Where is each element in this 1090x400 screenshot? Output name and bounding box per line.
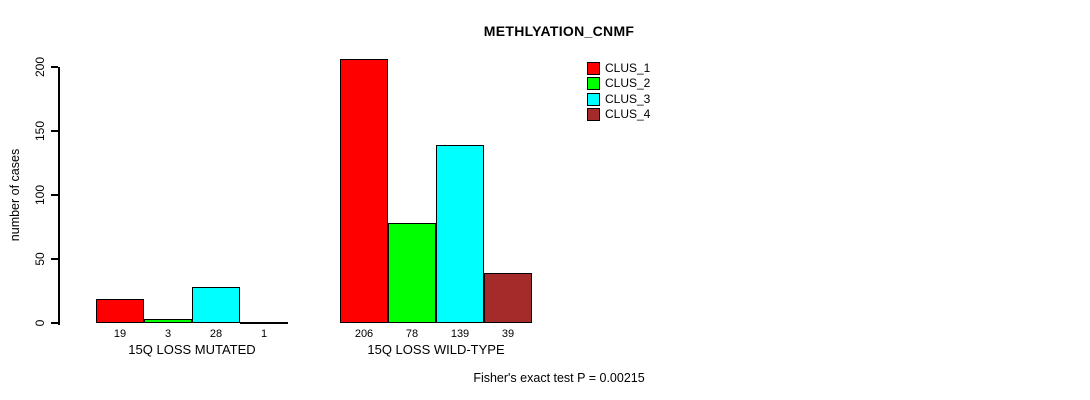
y-tick-label: 200 [33,56,47,78]
category-label: 15Q LOSS MUTATED [128,342,256,357]
y-axis-label: number of cases [8,148,22,242]
y-axis-tick [51,258,58,260]
bar-clus_1 [340,59,388,323]
legend-label: CLUS_2 [605,76,651,91]
legend-swatch-clus_2 [587,77,600,91]
bar-clus_2 [388,223,436,323]
legend: CLUS_1 CLUS_2 CLUS_3 CLUS_4 [587,61,650,122]
y-tick-label: 0 [33,319,47,327]
y-tick-label: 50 [33,252,47,266]
bar-value-label: 3 [164,328,172,340]
bar-clus_1 [96,298,144,323]
legend-swatch-clus_4 [587,108,600,122]
bar-clus_4 [484,273,532,323]
y-axis-tick [51,66,58,68]
legend-row: CLUS_2 [587,76,650,91]
bar-value-label: 206 [354,328,374,340]
legend-label: CLUS_1 [605,61,651,76]
legend-label: CLUS_4 [605,107,651,122]
bar-value-label: 28 [209,328,223,340]
y-axis-tick [51,130,58,132]
bar-clus_3 [436,145,484,323]
y-tick-label: 150 [33,120,47,142]
legend-row: CLUS_4 [587,107,650,122]
bar-clus_4 [240,321,288,324]
legend-swatch-clus_1 [587,62,600,76]
annotation-text: Fisher's exact test P = 0.00215 [473,371,645,385]
bar-value-label: 39 [501,328,515,340]
legend-row: CLUS_1 [587,61,650,76]
bar-value-label: 1 [260,328,268,340]
bar-value-label: 78 [405,328,419,340]
bar-clus_2 [144,319,192,323]
y-axis-line [58,67,60,325]
category-label: 15Q LOSS WILD-TYPE [367,342,505,357]
legend-label: CLUS_3 [605,91,651,106]
bar-value-label: 139 [450,328,470,340]
y-tick-label: 100 [33,184,47,206]
legend-swatch-clus_3 [587,92,600,106]
bar-clus_3 [192,287,240,323]
chart-title: METHLYATION_CNMF [483,23,635,39]
bar-value-label: 19 [113,328,127,340]
y-axis-tick [51,194,58,196]
y-axis-tick [51,322,58,324]
legend-row: CLUS_3 [587,92,650,107]
